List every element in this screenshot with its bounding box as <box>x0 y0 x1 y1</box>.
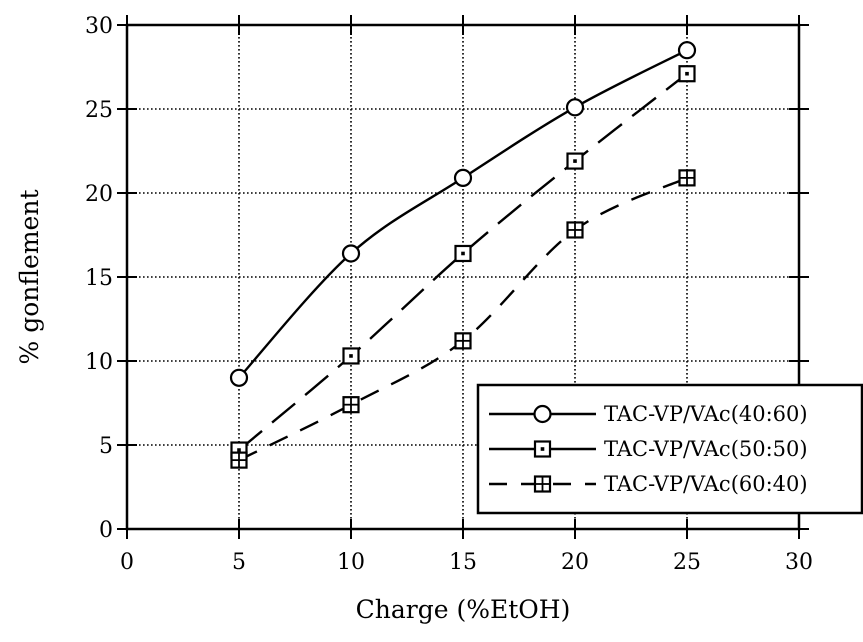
data-point-series-1 <box>453 168 473 187</box>
series-markers <box>229 41 697 469</box>
data-point-series-2 <box>678 65 696 83</box>
x-tick-label: 30 <box>785 550 813 575</box>
legend: TAC-VP/VAc(40:60) TAC-VP/VAc(50:50) TAC-VP… <box>476 383 863 515</box>
y-tick-label: 20 <box>85 182 113 207</box>
x-tick-label: 15 <box>449 550 477 575</box>
data-point-series-3 <box>342 396 360 414</box>
series-line-2 <box>238 72 688 451</box>
y-tick-label: 30 <box>85 14 113 39</box>
y-tick-label: 10 <box>85 350 113 375</box>
legend-label-1: TAC-VP/VAc(40:60) <box>604 402 808 426</box>
data-point-series-3 <box>230 451 248 469</box>
legend-marker-1 <box>533 404 552 424</box>
legend-marker-3 <box>533 475 552 493</box>
data-point-series-1 <box>565 98 585 117</box>
legend-label-3: TAC-VP/VAc(60:40) <box>604 472 808 496</box>
axis-ticks: 0 5 10 15 20 25 30 0 5 10 15 20 25 30 <box>85 14 813 575</box>
x-tick-label: 0 <box>120 550 134 575</box>
legend-marker-2 <box>533 440 552 458</box>
legend-label-2: TAC-VP/VAc(50:50) <box>604 437 808 461</box>
y-tick-label: 5 <box>99 434 113 459</box>
x-tick-label: 25 <box>673 550 701 575</box>
y-tick-label: 0 <box>99 518 113 543</box>
data-point-series-1 <box>229 368 249 387</box>
data-point-series-2 <box>566 152 584 170</box>
y-tick-label: 25 <box>85 98 113 123</box>
data-point-series-2 <box>454 244 472 263</box>
data-point-series-2 <box>342 347 360 365</box>
x-tick-label: 5 <box>232 550 246 575</box>
x-tick-label: 10 <box>337 550 365 575</box>
data-point-series-1 <box>341 244 361 263</box>
data-point-series-1 <box>677 41 697 60</box>
data-point-series-3 <box>678 169 696 187</box>
x-axis-label: Charge (%EtOH) <box>356 595 571 624</box>
x-tick-label: 20 <box>561 550 589 575</box>
data-point-series-3 <box>566 221 584 239</box>
data-point-series-3 <box>454 332 472 350</box>
y-tick-label: 15 <box>85 266 113 291</box>
y-axis-label: % gonflement <box>15 190 44 365</box>
